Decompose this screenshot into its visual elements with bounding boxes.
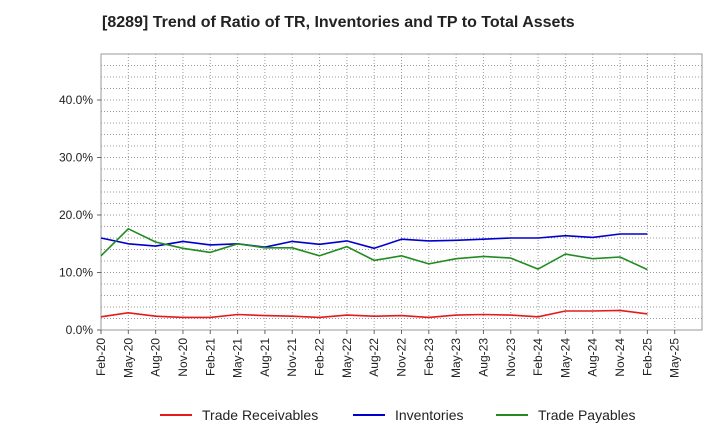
x-tick-label: Nov-20 [176, 338, 190, 377]
series-line-trade-payables [100, 228, 648, 271]
series-lines [100, 228, 648, 319]
x-tick-label: May-24 [558, 338, 572, 378]
x-tick-label: Nov-21 [285, 338, 299, 377]
y-tick-label: 30.0% [59, 151, 93, 165]
x-tick-label: May-25 [668, 338, 682, 378]
x-tick-label: Feb-24 [531, 338, 545, 376]
legend-label: Trade Receivables [202, 407, 318, 423]
y-tick-label: 10.0% [59, 266, 93, 280]
x-tick-label: Feb-23 [422, 338, 436, 376]
y-tick-label: 0.0% [66, 323, 94, 337]
series-line-trade-receivables [100, 309, 648, 319]
x-tick-label: May-22 [340, 338, 354, 378]
legend-label: Trade Payables [538, 407, 636, 423]
x-tick-label: Feb-25 [640, 338, 654, 376]
grid-lines [101, 54, 702, 330]
x-tick-label: Feb-22 [313, 338, 327, 376]
y-tick-label: 20.0% [59, 208, 93, 222]
x-tick-label: May-21 [231, 338, 245, 378]
x-tick-label: Aug-22 [367, 338, 381, 377]
series-line-inventories [100, 233, 648, 250]
legend-label: Inventories [395, 407, 463, 423]
chart-title: [8289] Trend of Ratio of TR, Inventories… [102, 14, 575, 31]
x-tick-label: May-23 [449, 338, 463, 378]
x-tick-label: Feb-20 [94, 338, 108, 376]
x-tick-label: Nov-22 [395, 338, 409, 377]
x-tick-label: Feb-21 [203, 338, 217, 376]
x-tick-label: Aug-23 [476, 338, 490, 377]
legend: Trade Receivables Inventories Trade Payabl… [160, 407, 636, 423]
x-tick-label: Nov-23 [504, 338, 518, 377]
x-tick-label: Aug-24 [586, 338, 600, 377]
x-tick-label: May-20 [121, 338, 135, 378]
x-tick-label: Nov-24 [613, 338, 627, 377]
axis-ticks: 0.0% 10.0% 20.0% 30.0% 40.0% Feb-20 May-20 Aug-… [59, 93, 682, 378]
y-tick-label: 40.0% [59, 93, 93, 107]
x-tick-label: Aug-20 [149, 338, 163, 377]
x-tick-label: Aug-21 [258, 338, 272, 377]
